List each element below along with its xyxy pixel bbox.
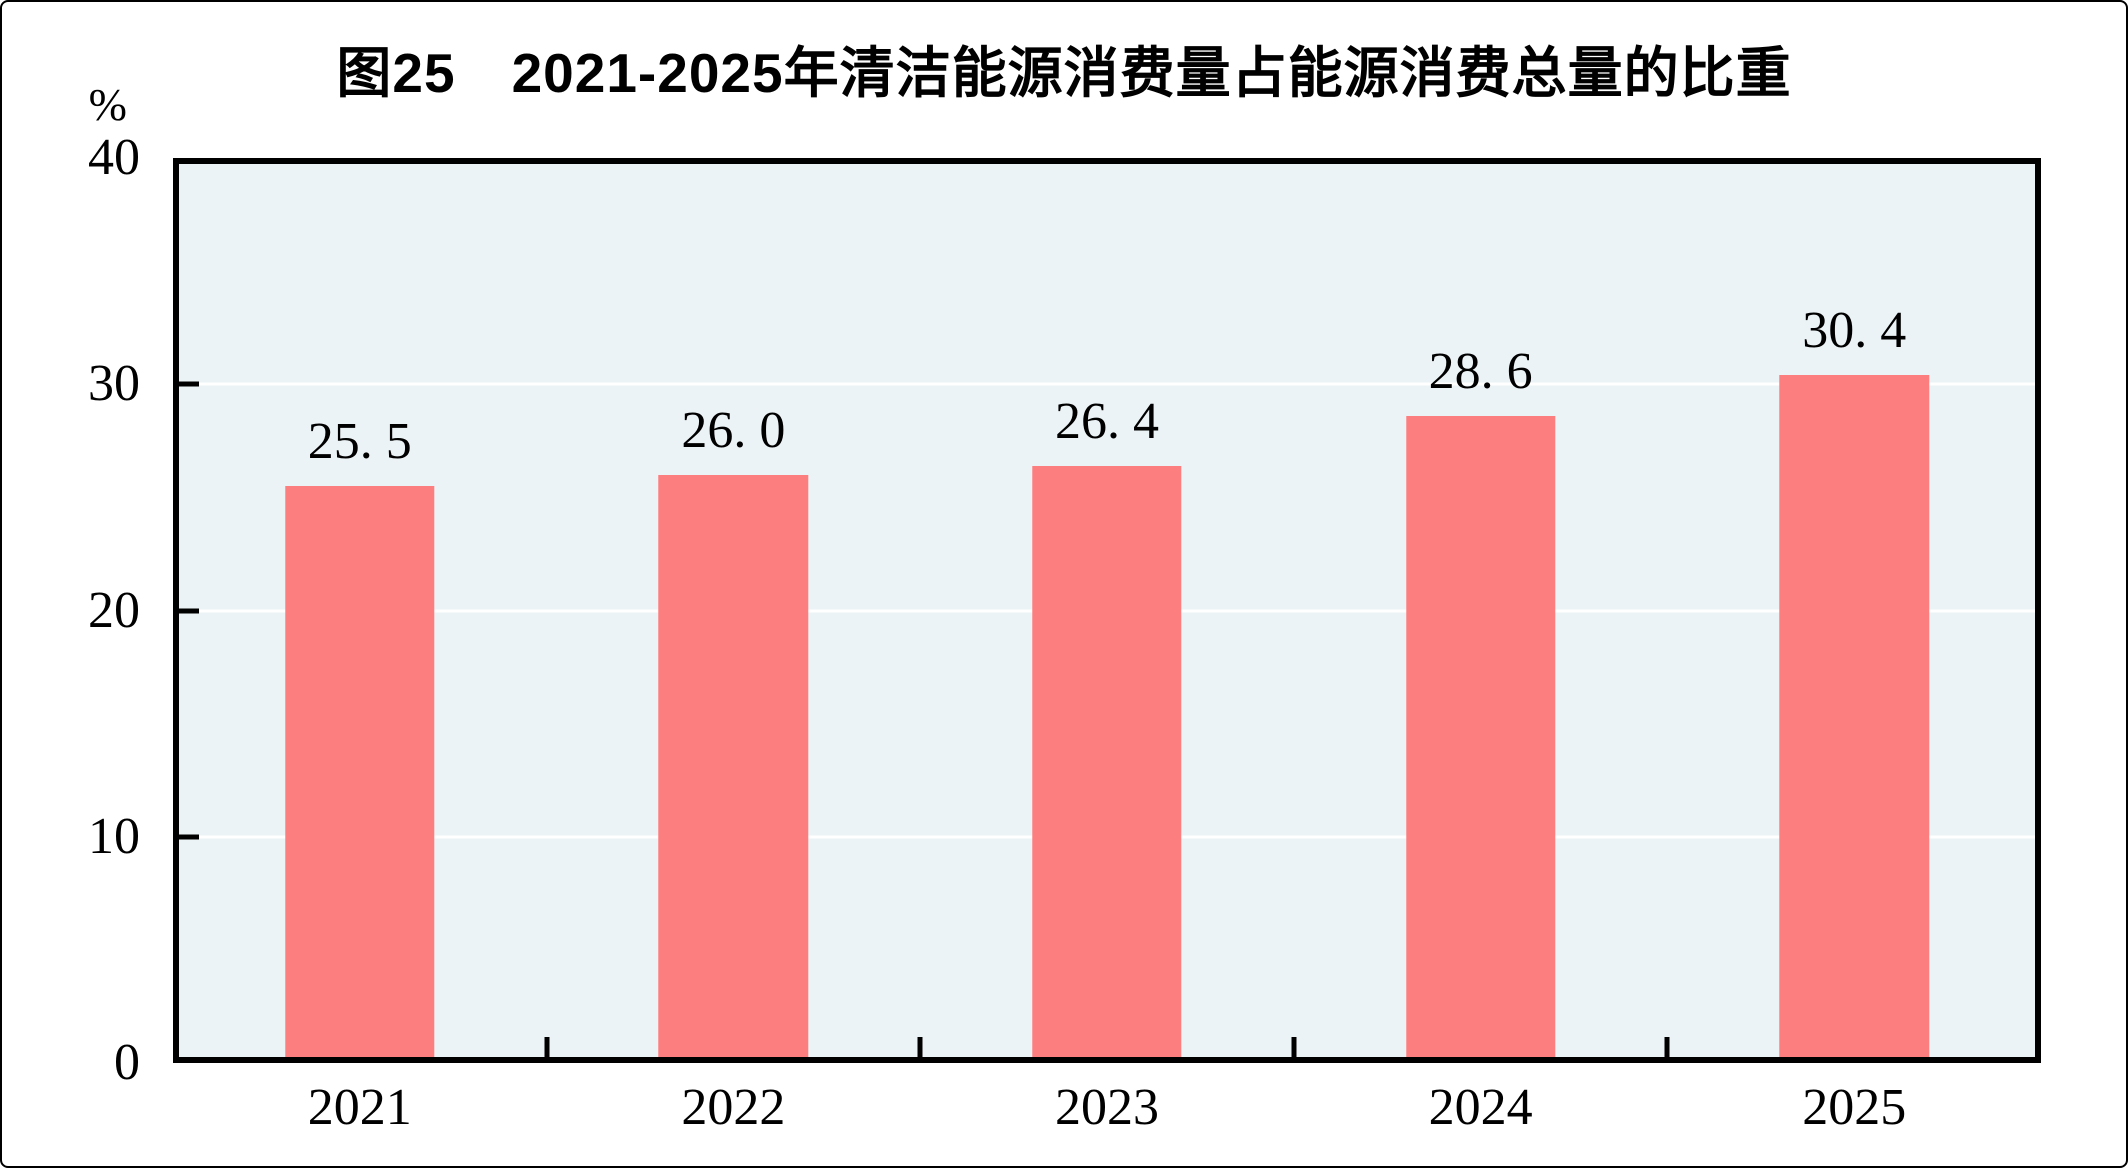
bar-value-label: 26. 4 bbox=[1055, 392, 1159, 450]
bar-value-label: 26. 0 bbox=[681, 401, 786, 459]
y-tick-label: 10 bbox=[88, 807, 140, 865]
chart-title: 图25 2021-2025年清洁能源消费量占能源消费总量的比重 bbox=[336, 42, 1792, 104]
y-tick-label: 30 bbox=[88, 355, 140, 413]
y-axis-labels: 0 10 20 30 40 bbox=[0, 132, 140, 1089]
y-tick-label: 20 bbox=[88, 581, 140, 639]
y-tick-label: 40 bbox=[88, 129, 140, 186]
bar-value-label: 30. 4 bbox=[1802, 302, 1907, 360]
y-axis-tick bbox=[173, 381, 199, 387]
bar-2021 bbox=[285, 486, 435, 1063]
x-axis-tick bbox=[544, 1037, 550, 1063]
x-axis-tick bbox=[1664, 1037, 1670, 1063]
x-tick-label: 2023 bbox=[1055, 1079, 1159, 1136]
x-axis-tick bbox=[1291, 1037, 1297, 1063]
bar-2024 bbox=[1405, 415, 1556, 1063]
bar-2025 bbox=[1779, 375, 1929, 1063]
x-tick-label: 2022 bbox=[681, 1079, 786, 1136]
bar-value-label: 28. 6 bbox=[1428, 342, 1533, 400]
x-tick-label: 2025 bbox=[1802, 1079, 1907, 1136]
plot-area: 25. 5 26. 0 26. 4 28. 6 30. 4 bbox=[173, 158, 2041, 1063]
y-axis-unit-label: % bbox=[88, 79, 127, 130]
bar-value-label: 25. 5 bbox=[307, 413, 412, 471]
x-tick-label: 2021 bbox=[307, 1079, 412, 1136]
y-tick-label: 0 bbox=[114, 1034, 140, 1091]
bar-2023 bbox=[1032, 465, 1182, 1063]
bar-2022 bbox=[658, 474, 809, 1063]
gridline bbox=[173, 382, 2041, 386]
x-tick-label: 2024 bbox=[1428, 1079, 1533, 1136]
y-axis-tick bbox=[173, 608, 199, 613]
x-axis-labels: 2021 2022 2023 2024 2025 bbox=[173, 1082, 2041, 1152]
y-axis-tick bbox=[173, 834, 199, 840]
x-axis-tick bbox=[917, 1037, 923, 1063]
